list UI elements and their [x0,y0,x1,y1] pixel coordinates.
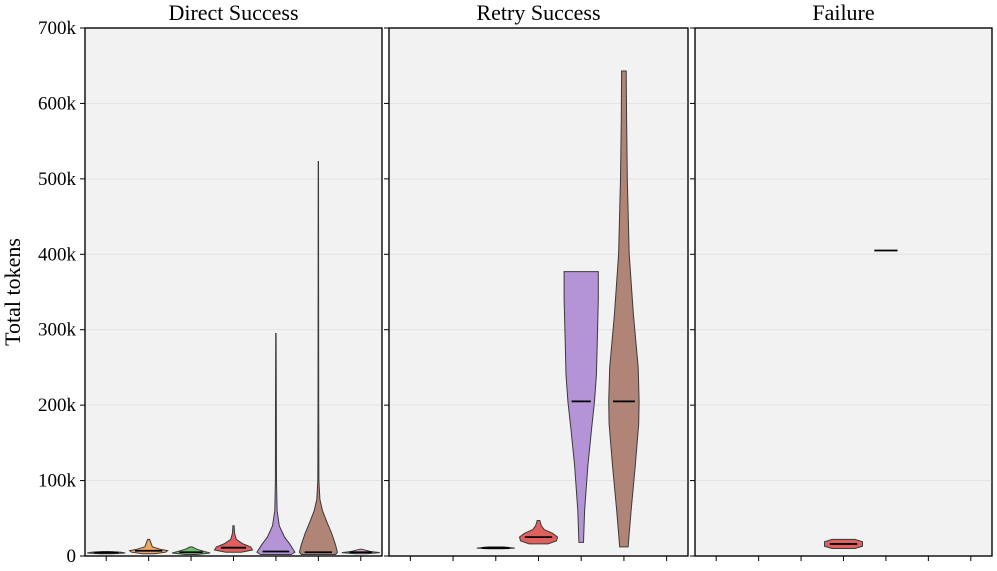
ytick-label-1: 100k [38,471,77,492]
panel-0-title: Direct Success [168,0,298,25]
ytick-label-4: 400k [38,244,77,265]
ytick-label-2: 200k [38,395,77,416]
panel-0-violin-5 [298,161,338,555]
panel-1-violin-3 [518,520,559,545]
ytick-label-0: 0 [67,546,77,567]
panel-0-violin-3 [213,525,254,553]
panel-2-background [694,27,993,557]
ytick-label-3: 300k [38,320,77,341]
panel-1-title: Retry Success [476,0,600,25]
panel-1-violin-5 [608,70,640,548]
panel-1-violin-4 [563,271,599,543]
panel-0-violin-4 [256,333,296,555]
panel-1-background [388,27,689,557]
ytick-label-6: 600k [38,93,77,114]
panel-2-title: Failure [812,0,874,25]
y-axis-label: Total tokens [0,238,25,346]
panel-0-background [84,27,383,557]
ytick-label-5: 500k [38,169,77,190]
ytick-label-7: 700k [38,18,77,39]
